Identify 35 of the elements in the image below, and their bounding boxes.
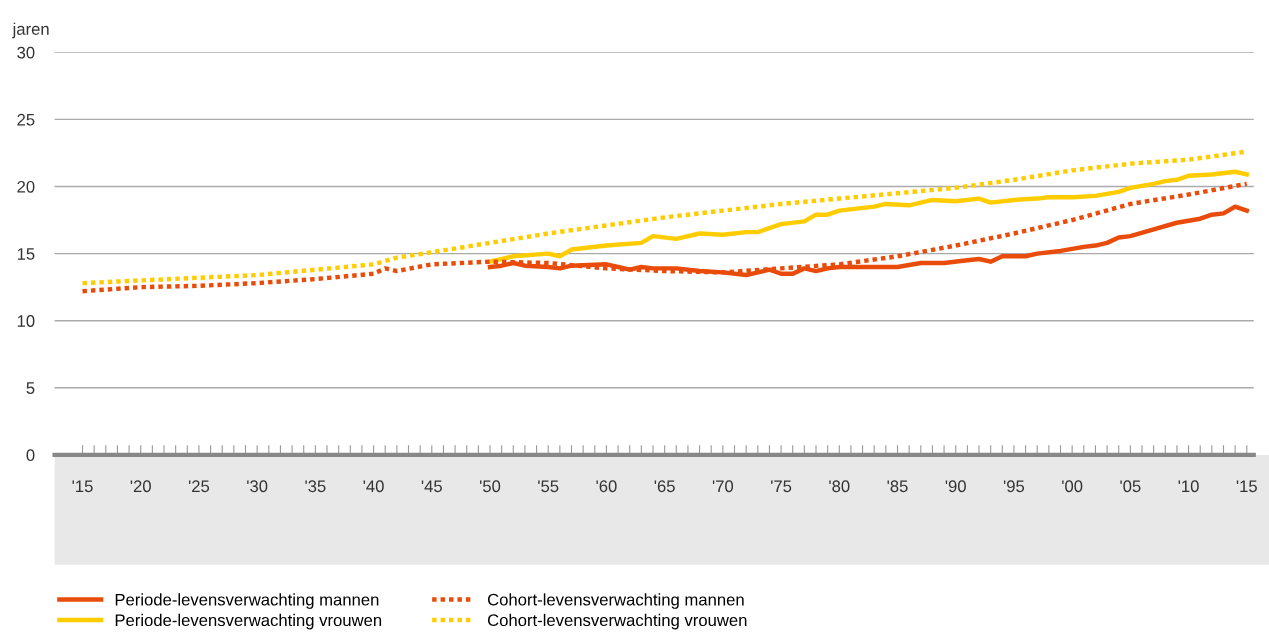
x-tick-label: '75 — [771, 480, 792, 493]
x-tick-label: '85 — [887, 480, 908, 493]
x-tick-label: '80 — [829, 480, 850, 493]
x-tick-label: '20 — [130, 480, 151, 493]
y-tick-label: 10 — [17, 315, 35, 327]
x-tick-label: '00 — [1062, 480, 1083, 493]
x-tick-label: '25 — [188, 480, 210, 493]
y-axis-title: jaren — [12, 22, 49, 39]
y-tick-label: 5 — [26, 382, 35, 394]
y-tick-label: 25 — [17, 113, 35, 126]
x-tick-label: '40 — [363, 480, 384, 493]
line-series — [487, 169, 1250, 264]
y-tick-label: 20 — [17, 180, 35, 193]
y-tick-label: 30 — [17, 46, 35, 59]
x-tick-label: '45 — [421, 480, 442, 493]
y-tick-label: 15 — [17, 248, 35, 260]
x-tick-label: '95 — [1003, 480, 1025, 493]
x-tick-label: '15 — [72, 480, 93, 493]
legend-label: Cohort-levensverwachting vrouwen — [487, 613, 747, 630]
line-series — [80, 181, 1250, 294]
x-tick-label: '55 — [538, 480, 559, 493]
x-tick-label: '50 — [479, 480, 501, 493]
x-tick-label: '15 — [1236, 480, 1257, 493]
x-tick-label: '35 — [305, 480, 326, 493]
x-tick-label: '10 — [1178, 480, 1199, 493]
x-tick-label: '05 — [1120, 480, 1141, 493]
x-tick-label: '70 — [712, 480, 734, 493]
x-tick-label: '30 — [247, 480, 268, 493]
legend-label: Periode-levensverwachting mannen — [115, 593, 379, 609]
legend-label: Periode-levensverwachting vrouwen — [115, 613, 382, 630]
x-tick-label: '90 — [945, 480, 966, 493]
x-tick-label: '65 — [654, 480, 675, 493]
x-tick-label: '60 — [596, 480, 617, 493]
y-tick-label: 0 — [26, 449, 35, 462]
legend-label: Cohort-levensverwachting mannen — [487, 593, 744, 609]
